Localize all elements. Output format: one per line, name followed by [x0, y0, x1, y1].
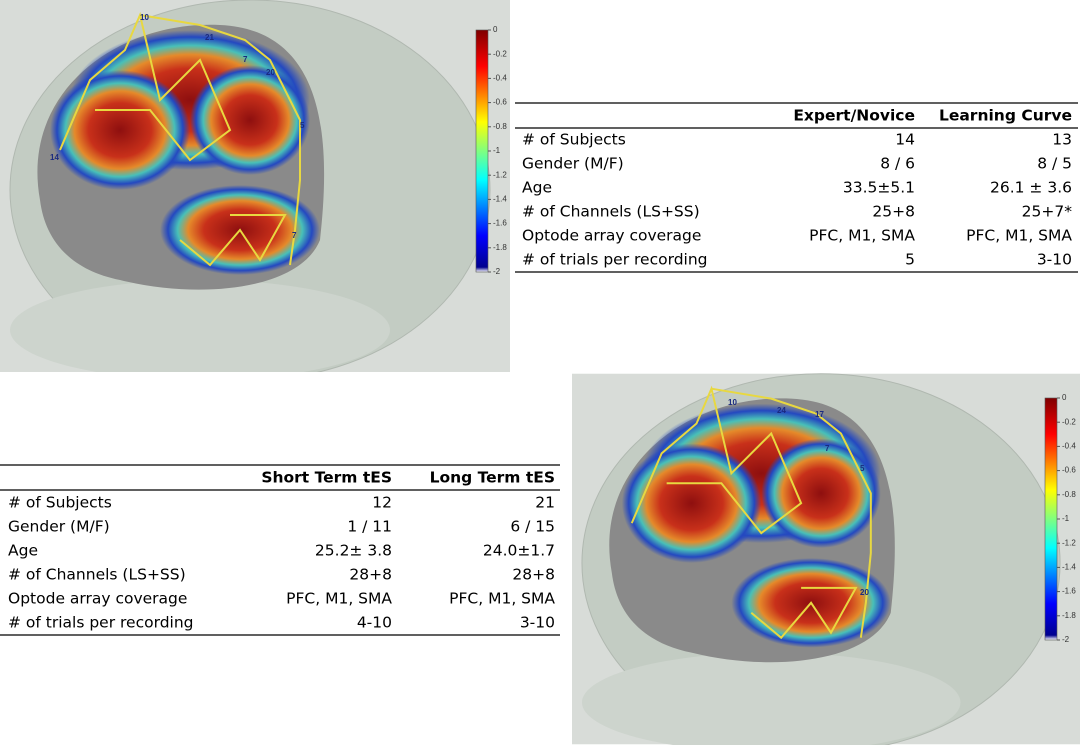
colorbar-tick-label: -0.2 [493, 49, 507, 58]
table-cell: PFC, M1, SMA [449, 590, 555, 608]
table-cell: 25.2± 3.8 [315, 542, 392, 560]
colorbar-tick-label: -2 [493, 267, 501, 276]
colorbar-tick-label: -0.4 [1062, 442, 1076, 451]
table-cell: 5 [905, 251, 915, 269]
optode-label: 7 [825, 444, 830, 453]
row-label: Gender (M/F) [522, 155, 624, 173]
row-label: Age [522, 179, 552, 197]
colorbar-tick-label: 0 [493, 25, 498, 34]
table-cell: 3-10 [520, 614, 555, 632]
colorbar-tick-label: -0.6 [1062, 466, 1076, 475]
colorbar-tick-label: -1.6 [1062, 587, 1076, 596]
colorbar-tick-label: -0.8 [493, 122, 507, 131]
optode-label: 7 [243, 55, 248, 64]
colorbar-tick-label: -1 [493, 146, 501, 155]
colorbar-tick-label: -1.8 [1062, 611, 1076, 620]
table-cell: 24.0±1.7 [483, 542, 555, 560]
optode-label: 10 [140, 13, 149, 22]
colorbar-tick-label: 0 [1062, 393, 1067, 402]
table-cell: 25+8 [872, 203, 915, 221]
row-label: Age [8, 542, 38, 560]
table-cell: 33.5±5.1 [843, 179, 915, 197]
table-cell: 12 [372, 494, 392, 512]
table-cell: PFC, M1, SMA [966, 227, 1072, 245]
column-header: Long Term tES [430, 469, 555, 487]
optode-label: 10 [728, 398, 737, 407]
row-label: # of Subjects [522, 131, 626, 149]
row-label: # of trials per recording [522, 251, 708, 269]
row-label: Gender (M/F) [8, 518, 110, 536]
optode-label: 5 [860, 464, 865, 473]
optode-label: 21 [205, 33, 214, 42]
optode-label: 17 [815, 410, 824, 419]
column-header: Short Term tES [261, 469, 392, 487]
table-cell: 28+8 [512, 566, 555, 584]
colorbar-tick-label: -1.6 [493, 219, 507, 228]
table-cell: 1 / 11 [347, 518, 392, 536]
optode-label: 5 [300, 121, 305, 130]
row-label: # of Channels (LS+SS) [8, 566, 186, 584]
colorbar-tick-label: -2 [1062, 635, 1070, 644]
table-cell: PFC, M1, SMA [809, 227, 915, 245]
row-label: Optode array coverage [8, 590, 187, 608]
table-cell: 3-10 [1037, 251, 1072, 269]
colorbar-tick-label: -1 [1062, 514, 1070, 523]
brain-image [572, 373, 1080, 745]
colorbar-tick-label: -0.2 [1062, 417, 1076, 426]
table-cell: 26.1 ± 3.6 [990, 179, 1072, 197]
optode-label: 24 [777, 406, 786, 415]
table-cell: 21 [535, 494, 555, 512]
colorbar-tick-label: -0.6 [493, 98, 507, 107]
colorbar-tick-label: -1.2 [1062, 538, 1076, 547]
table-cell: 8 / 5 [1037, 155, 1072, 173]
row-label: Optode array coverage [522, 227, 701, 245]
column-header: Learning Curve [939, 107, 1072, 125]
table-cell: 28+8 [349, 566, 392, 584]
table-cell: 13 [1052, 131, 1072, 149]
colorbar-tick-label: -1.4 [1062, 563, 1076, 572]
brain-image [0, 0, 510, 372]
colorbar [475, 29, 489, 273]
table-cell: 8 / 6 [880, 155, 915, 173]
optode-label: 20 [266, 68, 275, 77]
table-cell: 4-10 [357, 614, 392, 632]
colorbar-tick-label: -1.2 [493, 170, 507, 179]
optode-label: 7 [292, 231, 297, 240]
table-cell: 25+7* [1022, 203, 1073, 221]
colorbar [1044, 397, 1058, 641]
table-cell: PFC, M1, SMA [286, 590, 392, 608]
row-label: # of Subjects [8, 494, 112, 512]
colorbar-tick-label: -0.8 [1062, 490, 1076, 499]
row-label: # of Channels (LS+SS) [522, 203, 700, 221]
optode-label: 14 [50, 153, 59, 162]
table-cell: 14 [895, 131, 915, 149]
colorbar-tick-label: -1.8 [493, 243, 507, 252]
colorbar-tick-label: -1.4 [493, 195, 507, 204]
optode-label: 20 [860, 588, 869, 597]
row-label: # of trials per recording [8, 614, 194, 632]
table-cell: 6 / 15 [510, 518, 555, 536]
colorbar-tick-label: -0.4 [493, 74, 507, 83]
column-header: Expert/Novice [793, 107, 915, 125]
